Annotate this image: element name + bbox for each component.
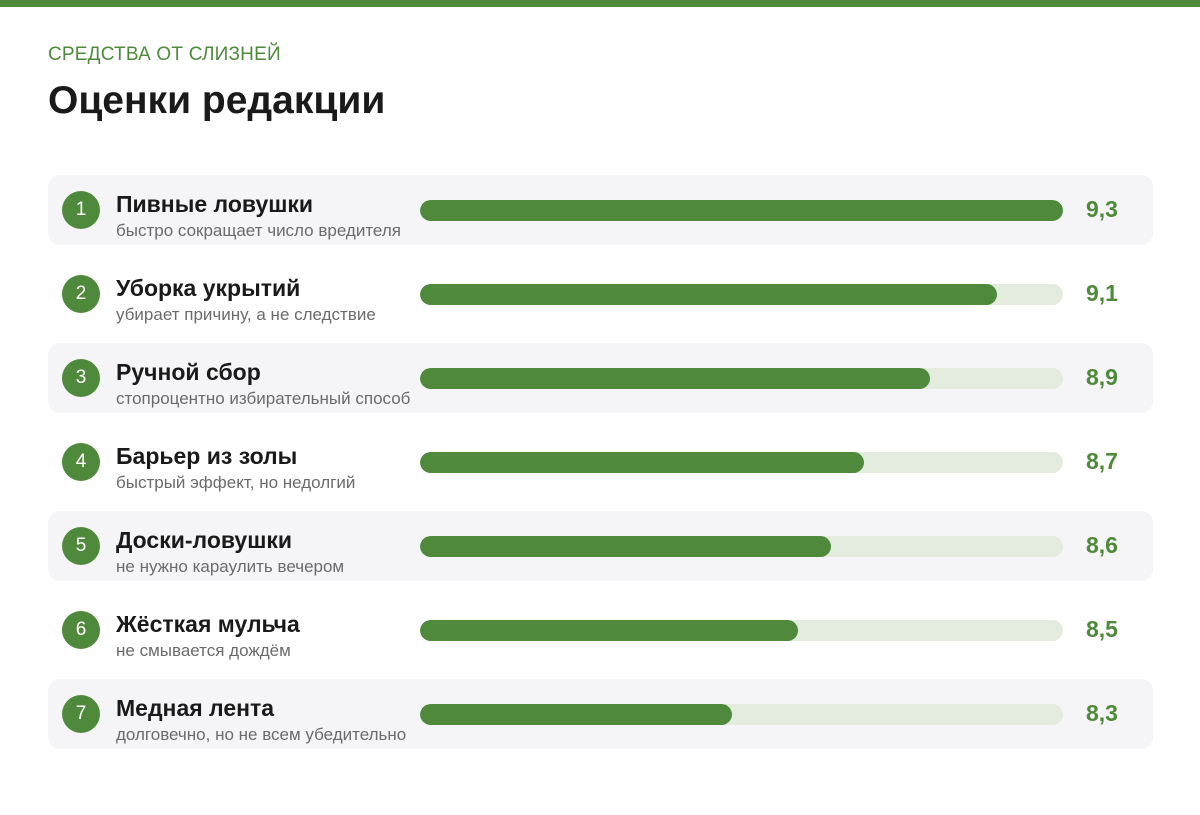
item-name: Барьер из золы (116, 443, 298, 469)
rank-badge: 2 (62, 275, 100, 313)
item-name: Ручной сбор (116, 359, 261, 385)
item-description: долговечно, но не всем убедительно (116, 725, 407, 744)
item-name: Жёсткая мульча (116, 611, 300, 637)
rating-row: 1 Пивные ловушки быстро сокращает число вр… (48, 175, 1153, 245)
score-bar-track (420, 200, 1063, 221)
item-name: Пивные ловушки (116, 191, 314, 217)
score-bar (420, 368, 930, 389)
page-title: Оценки редакции (48, 79, 386, 122)
item-name: Доски-ловушки (116, 527, 293, 553)
score-bar-track (420, 704, 1063, 725)
score-bar (420, 704, 732, 725)
rating-row: 2 Уборка укрытий убирает причину, а не сле… (48, 259, 1153, 329)
section-kicker: СРЕДСТВА ОТ СЛИЗНЕЙ (48, 44, 281, 65)
item-description: не смывается дождём (116, 641, 291, 660)
score-bar (420, 200, 1063, 221)
item-description: не нужно караулить вечером (116, 557, 345, 576)
score-value: 8,6 (1086, 532, 1118, 558)
score-bar (420, 452, 864, 473)
score-value: 8,7 (1086, 448, 1118, 474)
rank-badge: 3 (62, 359, 100, 397)
rank-badge: 1 (62, 191, 100, 229)
rating-row: 7 Медная лента долговечно, но не всем убед… (48, 679, 1153, 749)
score-bar (420, 284, 997, 305)
item-description: стопроцентно избирательный способ (116, 389, 411, 408)
score-bar (420, 536, 831, 557)
item-description: убирает причину, а не следствие (116, 305, 376, 324)
score-value: 9,3 (1086, 196, 1118, 222)
item-name: Медная лента (116, 695, 275, 721)
score-bar-track (420, 620, 1063, 641)
score-bar-track (420, 536, 1063, 557)
score-bar-track (420, 284, 1063, 305)
rank-badge: 6 (62, 611, 100, 649)
top-accent-stripe (0, 0, 1200, 7)
rank-badge: 5 (62, 527, 100, 565)
item-name: Уборка укрытий (116, 275, 301, 301)
rating-row: 4 Барьер из золы быстрый эффект, но недолг… (48, 427, 1153, 497)
score-bar-track (420, 368, 1063, 389)
item-description: быстрый эффект, но недолгий (116, 473, 356, 492)
rank-badge: 7 (62, 695, 100, 733)
rating-list: 1 Пивные ловушки быстро сокращает число вр… (48, 175, 1153, 763)
score-value: 9,1 (1086, 280, 1118, 306)
score-bar-track (420, 452, 1063, 473)
score-bar (420, 620, 798, 641)
score-value: 8,5 (1086, 616, 1118, 642)
rank-badge: 4 (62, 443, 100, 481)
score-value: 8,9 (1086, 364, 1118, 390)
rating-row: 3 Ручной сбор стопроцентно избирательный с… (48, 343, 1153, 413)
rating-row: 5 Доски-ловушки не нужно караулить вечером… (48, 511, 1153, 581)
rating-row: 6 Жёсткая мульча не смывается дождём 8,5 (48, 595, 1153, 665)
score-value: 8,3 (1086, 700, 1118, 726)
item-description: быстро сокращает число вредителя (116, 221, 401, 240)
